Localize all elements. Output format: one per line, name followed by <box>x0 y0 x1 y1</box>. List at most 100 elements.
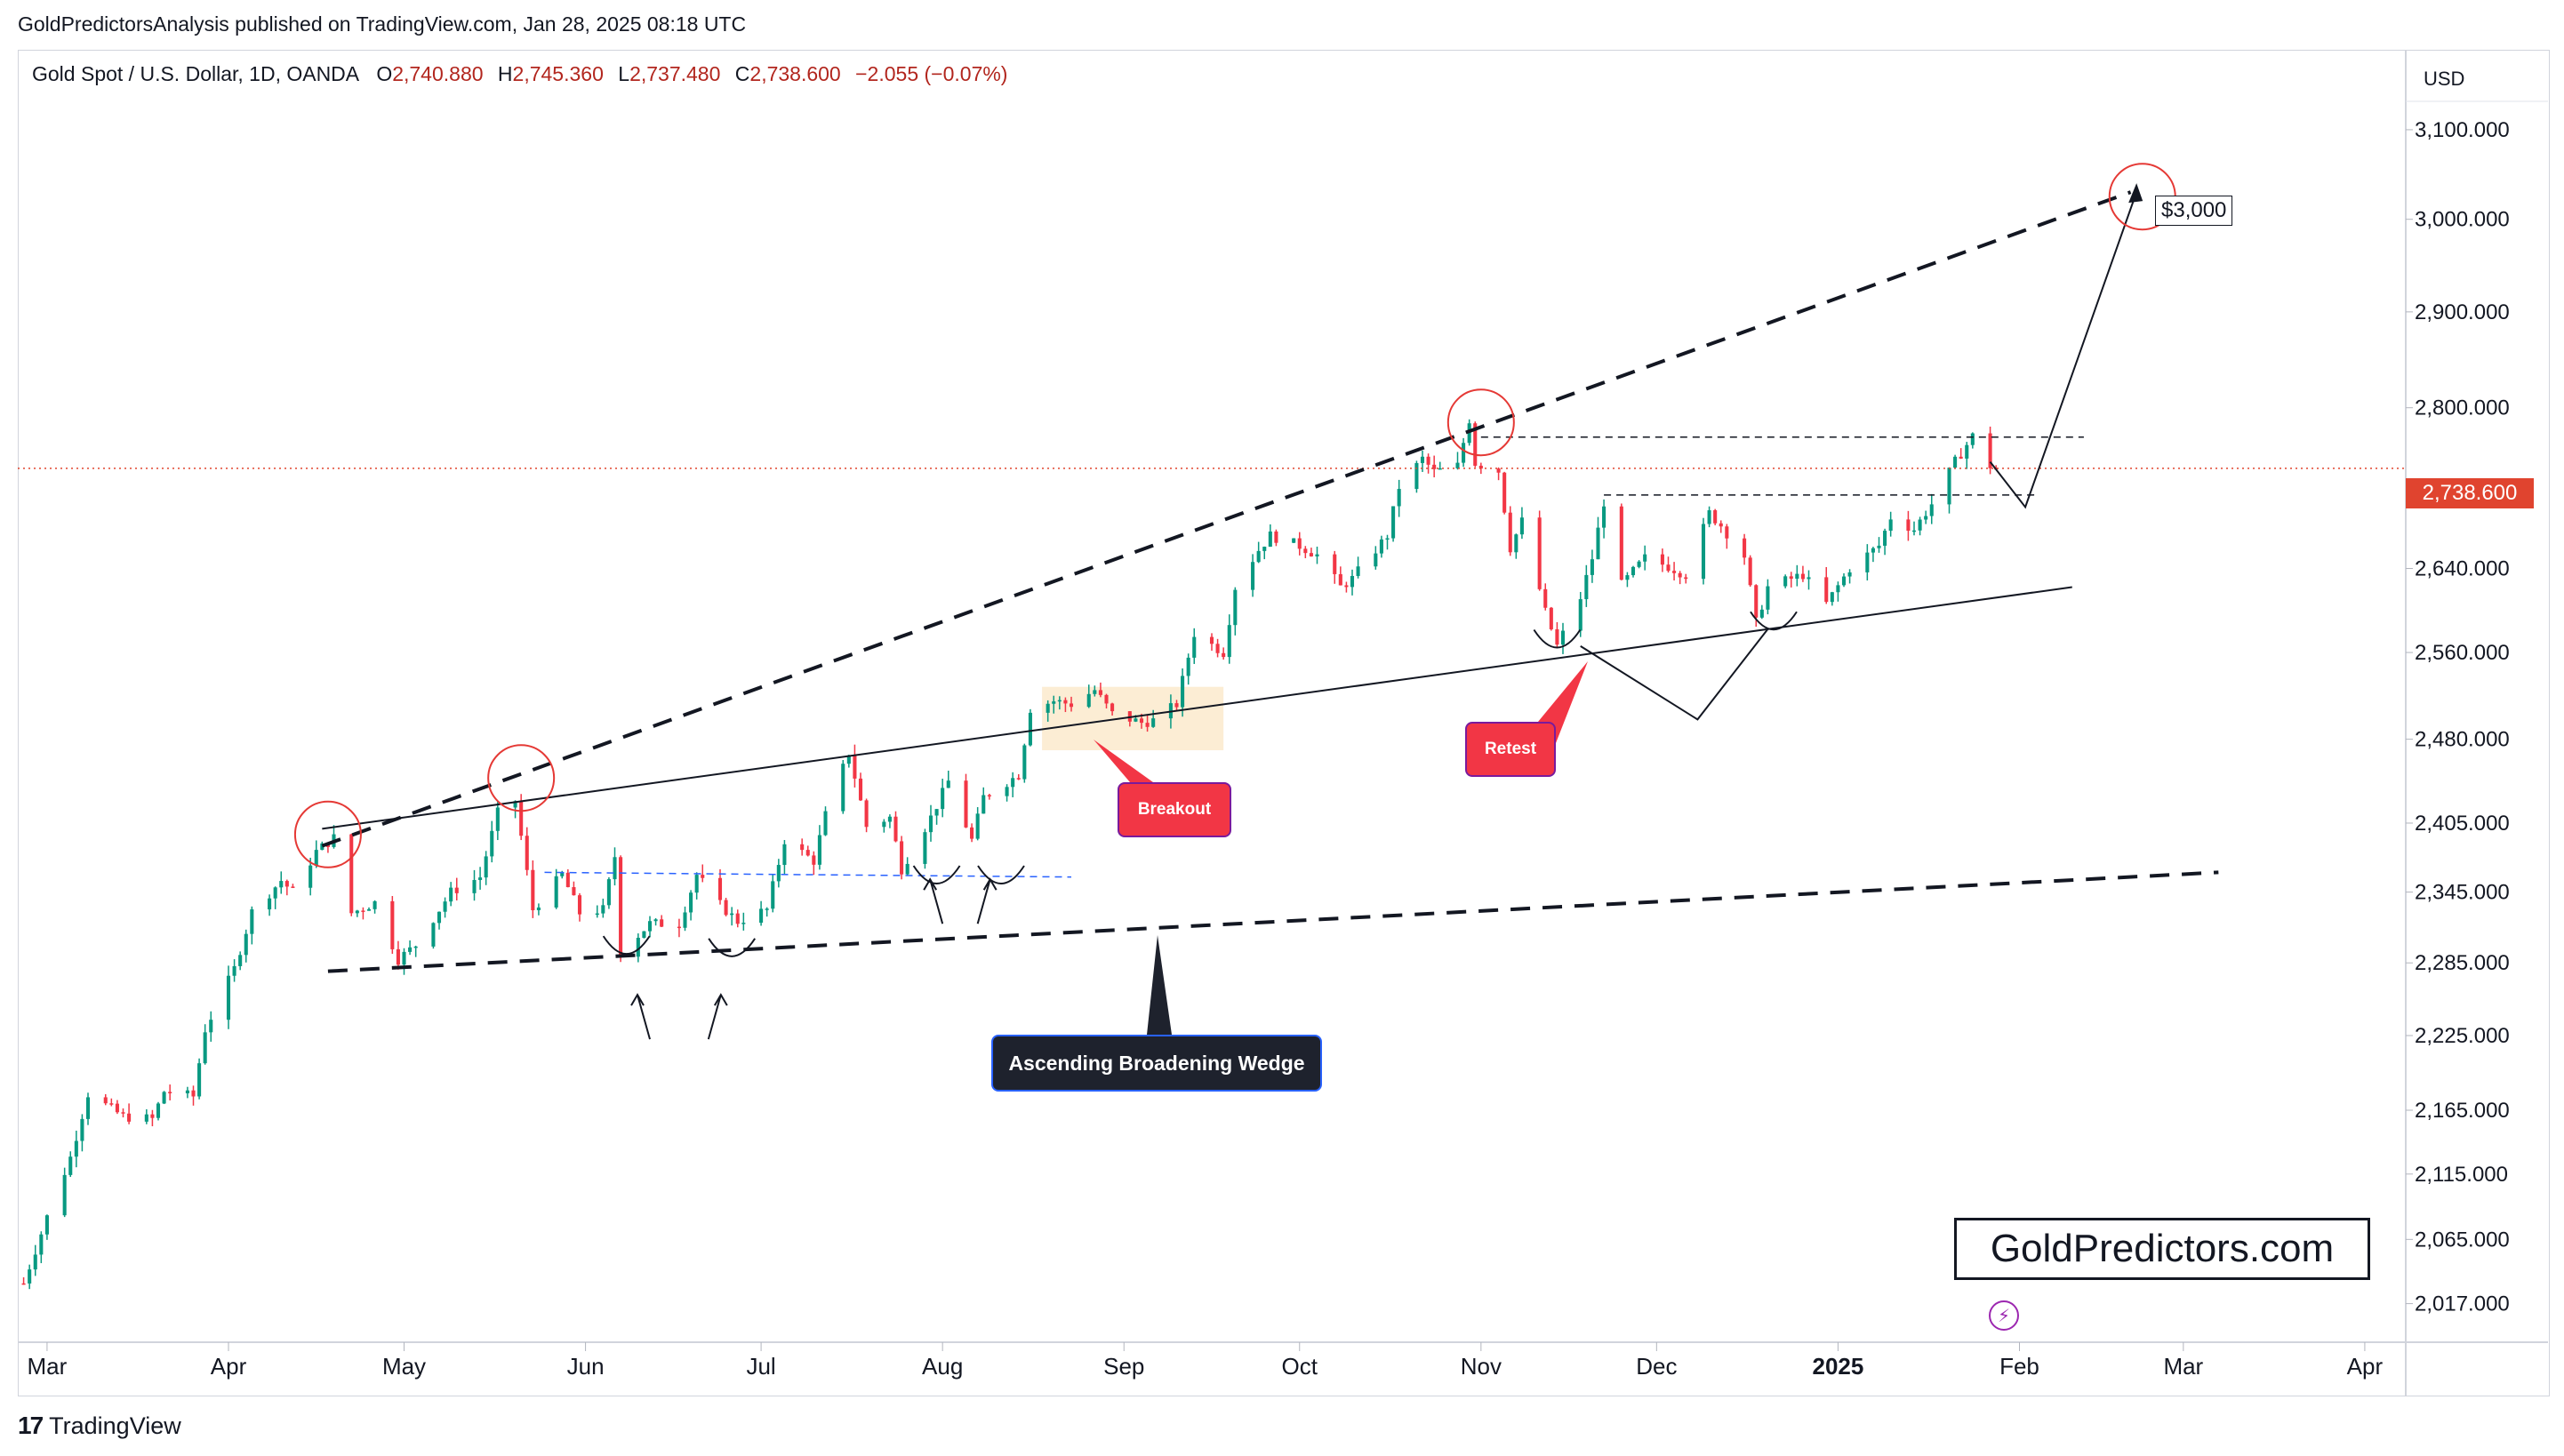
candle-body <box>975 813 980 839</box>
candle-body <box>244 933 248 956</box>
candle-body <box>1391 506 1396 539</box>
candle-body <box>1783 576 1788 587</box>
candle-body <box>759 908 764 924</box>
lightning-icon[interactable]: ⚡ <box>1989 1300 2019 1331</box>
candle-body <box>1619 506 1623 580</box>
candle-body <box>683 912 687 928</box>
candle-body <box>846 755 851 764</box>
open-value: 2,740.880 <box>392 62 484 85</box>
candle-body <box>1508 512 1512 553</box>
candle-body <box>449 887 453 902</box>
candle-body <box>1929 504 1934 516</box>
low-label: L <box>618 62 630 85</box>
bounce-arc <box>602 935 651 955</box>
candle-body <box>1666 564 1671 572</box>
candle-body <box>964 780 968 828</box>
candle-body <box>80 1118 84 1141</box>
candle-body <box>1631 566 1636 576</box>
x-tick-label: Feb <box>1999 1353 2039 1380</box>
candle-body <box>1888 519 1893 532</box>
candle-body <box>1590 559 1594 575</box>
candle-body <box>1637 561 1641 567</box>
candle-body <box>238 955 243 966</box>
candle-body <box>647 921 653 932</box>
high-label: H <box>497 62 513 85</box>
candle-body <box>1543 588 1548 608</box>
candle-body <box>232 965 236 976</box>
candle-body <box>1028 712 1032 746</box>
candle-body <box>735 913 740 924</box>
candle-body <box>62 1174 67 1216</box>
y-tick-label: 2,345.000 <box>2415 881 2510 905</box>
candle-body <box>1707 510 1711 524</box>
y-tick-label: 2,115.000 <box>2415 1163 2508 1187</box>
candle-body <box>1789 576 1793 580</box>
candle-body <box>144 1114 148 1122</box>
candle-body <box>1438 468 1442 470</box>
candle-body <box>1549 607 1553 629</box>
drawing-layer <box>18 163 2406 1040</box>
breakout-callout: Breakout <box>1118 782 1231 837</box>
highlight-circle <box>293 800 362 868</box>
candle-body <box>900 841 904 875</box>
x-tick-label: Oct <box>1282 1353 1318 1380</box>
footer: 17 TradingView <box>18 1412 181 1440</box>
y-tick-label: 3,000.000 <box>2415 208 2510 232</box>
candle-body <box>1432 464 1437 469</box>
candle-body <box>1303 548 1308 554</box>
candle-body <box>1256 550 1261 563</box>
candle-body <box>1625 575 1630 580</box>
tradingview-logo-icon: 17 <box>18 1412 44 1439</box>
candle-body <box>320 843 325 851</box>
candle-body <box>689 892 693 913</box>
candle-body <box>373 900 377 909</box>
candle-body <box>525 836 529 870</box>
highlight-circle <box>487 744 556 812</box>
candle-body <box>1953 456 1958 468</box>
candle-body <box>408 947 413 952</box>
candle-body <box>717 877 723 900</box>
candle-body <box>1397 489 1401 507</box>
candle-body <box>291 886 295 888</box>
candle-body <box>987 795 991 796</box>
candle-body <box>1022 745 1027 780</box>
candle-body <box>606 879 611 906</box>
candle-body <box>1356 566 1360 576</box>
candle-body <box>1883 531 1887 546</box>
candle-body <box>366 908 372 911</box>
candle-body <box>1684 577 1688 580</box>
symbol-name: Gold Spot / U.S. Dollar, 1D, OANDA <box>32 62 360 85</box>
close-label: C <box>734 62 750 85</box>
candle-body <box>1478 465 1483 469</box>
candle-body <box>1713 510 1718 524</box>
candle-body <box>1086 693 1091 708</box>
candle-body <box>1181 676 1185 708</box>
x-tick-label: Aug <box>922 1353 963 1380</box>
candle-body <box>817 835 821 865</box>
candle-body <box>431 923 436 947</box>
candle-body <box>554 876 558 908</box>
candle-body <box>577 895 582 915</box>
candle-body <box>495 807 500 831</box>
y-tick-label: 2,900.000 <box>2415 300 2510 324</box>
candle-body <box>905 863 909 875</box>
candle-body <box>1052 701 1056 704</box>
candle-body <box>1725 526 1729 539</box>
candlestick-series <box>21 419 1999 1290</box>
candle-body <box>103 1097 108 1104</box>
candle-body <box>1338 573 1342 586</box>
candle-body <box>33 1254 37 1270</box>
candle-body <box>1414 462 1419 490</box>
target-price-label: $3,000 <box>2155 196 2233 226</box>
low-value: 2,737.480 <box>629 62 721 85</box>
candle-body <box>1069 703 1074 708</box>
candle-body <box>1215 644 1220 653</box>
candle-body <box>361 910 365 912</box>
candle-body <box>413 946 418 948</box>
x-tick-label: Mar <box>28 1353 68 1380</box>
x-tick-label: Apr <box>211 1353 247 1380</box>
candle-body <box>1046 703 1050 713</box>
candle-body <box>1965 444 1969 459</box>
candle-body <box>1795 573 1799 580</box>
